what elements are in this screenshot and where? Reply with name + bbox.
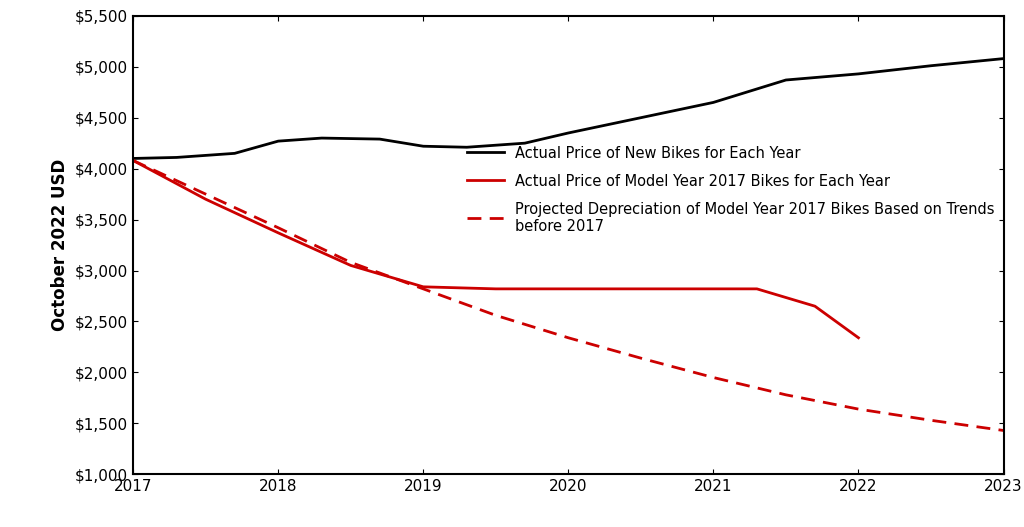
Actual Price of New Bikes for Each Year (127, 155, 139, 162)
Projected Depreciation of Model Year 2017 Bikes Based on Trends
before 2017 (127, 158, 139, 164)
Actual Price of Model Year 2017 Bikes for Each Year (562, 286, 574, 292)
Legend: Actual Price of New Bikes for Each Year, Actual Price of Model Year 2017 Bikes f: Actual Price of New Bikes for Each Year,… (461, 140, 1000, 240)
Projected Depreciation of Model Year 2017 Bikes Based on Trends
before 2017 (780, 392, 793, 398)
Actual Price of New Bikes for Each Year (374, 136, 386, 142)
Actual Price of Model Year 2017 Bikes for Each Year (489, 286, 502, 292)
Line: Actual Price of Model Year 2017 Bikes for Each Year: Actual Price of Model Year 2017 Bikes fo… (133, 161, 858, 338)
Actual Price of New Bikes for Each Year (852, 71, 864, 77)
Actual Price of New Bikes for Each Year (780, 77, 793, 83)
Actual Price of New Bikes for Each Year (635, 114, 647, 121)
Actual Price of New Bikes for Each Year (315, 135, 328, 141)
Actual Price of New Bikes for Each Year (417, 143, 429, 149)
Projected Depreciation of Model Year 2017 Bikes Based on Trends
before 2017 (997, 427, 1010, 434)
Projected Depreciation of Model Year 2017 Bikes Based on Trends
before 2017 (489, 312, 502, 318)
Actual Price of Model Year 2017 Bikes for Each Year (345, 262, 357, 269)
Actual Price of Model Year 2017 Bikes for Each Year (635, 286, 647, 292)
Actual Price of New Bikes for Each Year (272, 138, 285, 144)
Projected Depreciation of Model Year 2017 Bikes Based on Trends
before 2017 (562, 335, 574, 341)
Projected Depreciation of Model Year 2017 Bikes Based on Trends
before 2017 (272, 225, 285, 231)
Actual Price of Model Year 2017 Bikes for Each Year (417, 284, 429, 290)
Line: Projected Depreciation of Model Year 2017 Bikes Based on Trends
before 2017: Projected Depreciation of Model Year 201… (133, 161, 1004, 431)
Actual Price of New Bikes for Each Year (519, 140, 531, 147)
Y-axis label: October 2022 USD: October 2022 USD (51, 159, 70, 331)
Actual Price of Model Year 2017 Bikes for Each Year (200, 196, 212, 202)
Actual Price of Model Year 2017 Bikes for Each Year (852, 335, 864, 341)
Projected Depreciation of Model Year 2017 Bikes Based on Trends
before 2017 (925, 417, 937, 424)
Actual Price of New Bikes for Each Year (228, 150, 241, 157)
Projected Depreciation of Model Year 2017 Bikes Based on Trends
before 2017 (635, 355, 647, 362)
Projected Depreciation of Model Year 2017 Bikes Based on Trends
before 2017 (852, 406, 864, 412)
Projected Depreciation of Model Year 2017 Bikes Based on Trends
before 2017 (708, 374, 720, 380)
Actual Price of New Bikes for Each Year (171, 154, 183, 161)
Projected Depreciation of Model Year 2017 Bikes Based on Trends
before 2017 (345, 259, 357, 266)
Actual Price of New Bikes for Each Year (562, 130, 574, 136)
Actual Price of New Bikes for Each Year (708, 99, 720, 105)
Actual Price of New Bikes for Each Year (997, 55, 1010, 62)
Projected Depreciation of Model Year 2017 Bikes Based on Trends
before 2017 (417, 286, 429, 292)
Actual Price of Model Year 2017 Bikes for Each Year (127, 158, 139, 164)
Actual Price of New Bikes for Each Year (461, 144, 473, 150)
Actual Price of Model Year 2017 Bikes for Each Year (751, 286, 763, 292)
Actual Price of New Bikes for Each Year (925, 63, 937, 69)
Actual Price of Model Year 2017 Bikes for Each Year (708, 286, 720, 292)
Actual Price of Model Year 2017 Bikes for Each Year (272, 230, 285, 236)
Projected Depreciation of Model Year 2017 Bikes Based on Trends
before 2017 (200, 191, 212, 197)
Line: Actual Price of New Bikes for Each Year: Actual Price of New Bikes for Each Year (133, 58, 1004, 159)
Actual Price of Model Year 2017 Bikes for Each Year (809, 303, 821, 309)
